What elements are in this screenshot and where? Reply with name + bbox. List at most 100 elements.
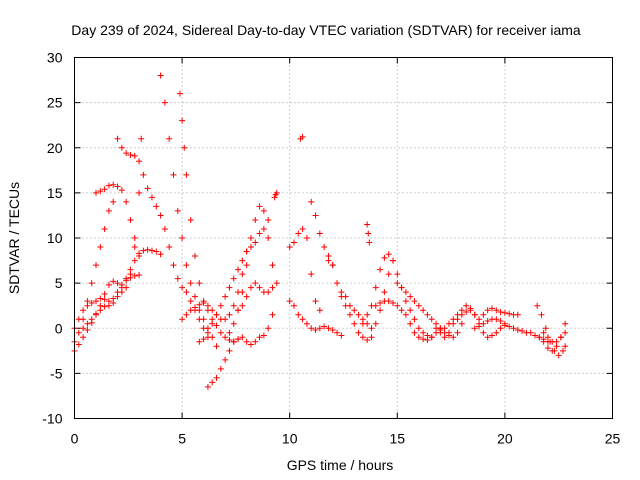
data-point bbox=[97, 244, 104, 251]
series-arc-10 bbox=[196, 216, 272, 345]
data-point bbox=[355, 311, 362, 318]
data-point bbox=[291, 239, 298, 246]
data-point bbox=[84, 320, 91, 327]
chart-title: Day 239 of 2024, Sidereal Day-to-day VTE… bbox=[71, 22, 581, 38]
data-point bbox=[118, 284, 125, 291]
data-point bbox=[471, 325, 478, 332]
data-point bbox=[170, 262, 177, 269]
data-point bbox=[534, 302, 541, 309]
data-point bbox=[454, 329, 461, 336]
data-point bbox=[271, 194, 278, 201]
series-arc-09 bbox=[179, 248, 250, 323]
data-point bbox=[97, 295, 104, 302]
series-arc-24 bbox=[394, 280, 465, 341]
data-point bbox=[110, 299, 117, 306]
data-point bbox=[209, 379, 216, 386]
data-point bbox=[140, 247, 147, 254]
data-point bbox=[110, 278, 117, 285]
data-point bbox=[497, 318, 504, 325]
data-point bbox=[222, 293, 229, 300]
data-point bbox=[428, 316, 435, 323]
data-point bbox=[286, 244, 293, 251]
y-tick-label: 20 bbox=[47, 140, 63, 156]
data-point bbox=[170, 171, 177, 178]
data-point bbox=[493, 316, 500, 323]
data-point bbox=[372, 320, 379, 327]
data-point bbox=[252, 280, 259, 287]
data-point bbox=[308, 325, 315, 332]
data-point bbox=[549, 347, 556, 354]
series-arc-18 bbox=[308, 198, 336, 269]
data-point bbox=[308, 271, 315, 278]
data-point bbox=[247, 284, 254, 291]
data-point bbox=[484, 334, 491, 341]
data-point bbox=[476, 323, 483, 330]
data-point bbox=[192, 304, 199, 311]
data-point bbox=[519, 327, 526, 334]
data-point bbox=[93, 262, 100, 269]
data-point bbox=[127, 266, 134, 273]
data-point bbox=[560, 347, 567, 354]
data-point bbox=[80, 334, 87, 341]
data-point bbox=[398, 284, 405, 291]
data-point bbox=[153, 248, 160, 255]
marks-layer bbox=[71, 72, 569, 390]
data-point bbox=[148, 247, 155, 254]
data-point bbox=[161, 225, 168, 232]
data-point bbox=[364, 221, 371, 228]
data-point bbox=[415, 334, 422, 341]
data-point bbox=[407, 293, 414, 300]
data-point bbox=[316, 230, 323, 237]
data-point bbox=[181, 144, 188, 151]
data-point bbox=[415, 302, 422, 309]
data-point bbox=[506, 310, 513, 317]
data-point bbox=[458, 320, 465, 327]
data-point bbox=[458, 307, 465, 314]
data-point bbox=[540, 338, 547, 345]
series-arc-13 bbox=[235, 280, 280, 314]
data-point bbox=[84, 298, 91, 305]
series-arc-22 bbox=[359, 251, 435, 341]
data-point bbox=[222, 316, 229, 323]
data-point bbox=[226, 336, 233, 343]
data-point bbox=[398, 307, 405, 314]
data-point bbox=[114, 183, 121, 190]
data-point bbox=[80, 325, 87, 332]
y-tick-label: 15 bbox=[47, 185, 63, 201]
data-point bbox=[366, 239, 373, 246]
data-point bbox=[187, 280, 194, 287]
data-point bbox=[256, 203, 263, 210]
data-point bbox=[372, 284, 379, 291]
data-point bbox=[424, 336, 431, 343]
data-point bbox=[377, 307, 384, 314]
data-point bbox=[252, 338, 259, 345]
data-point bbox=[402, 289, 409, 296]
data-point bbox=[217, 329, 224, 336]
data-point bbox=[157, 212, 164, 219]
data-point bbox=[325, 257, 332, 264]
data-point bbox=[235, 336, 242, 343]
data-point bbox=[217, 365, 224, 372]
data-point bbox=[544, 334, 551, 341]
data-point bbox=[381, 254, 388, 261]
data-point bbox=[243, 262, 250, 269]
data-point bbox=[93, 310, 100, 317]
data-point bbox=[342, 293, 349, 300]
data-point bbox=[136, 158, 143, 165]
data-point bbox=[179, 284, 186, 291]
data-point bbox=[359, 320, 366, 327]
data-point bbox=[226, 284, 233, 291]
data-point bbox=[454, 311, 461, 318]
data-point bbox=[239, 334, 246, 341]
data-point bbox=[316, 307, 323, 314]
data-point bbox=[166, 135, 173, 142]
data-point bbox=[179, 316, 186, 323]
data-point bbox=[411, 298, 418, 305]
data-point bbox=[351, 320, 358, 327]
data-point bbox=[265, 289, 272, 296]
x-tick-label: 20 bbox=[497, 431, 513, 447]
data-point bbox=[480, 329, 487, 336]
data-point bbox=[204, 302, 211, 309]
data-point bbox=[346, 311, 353, 318]
data-point bbox=[269, 311, 276, 318]
